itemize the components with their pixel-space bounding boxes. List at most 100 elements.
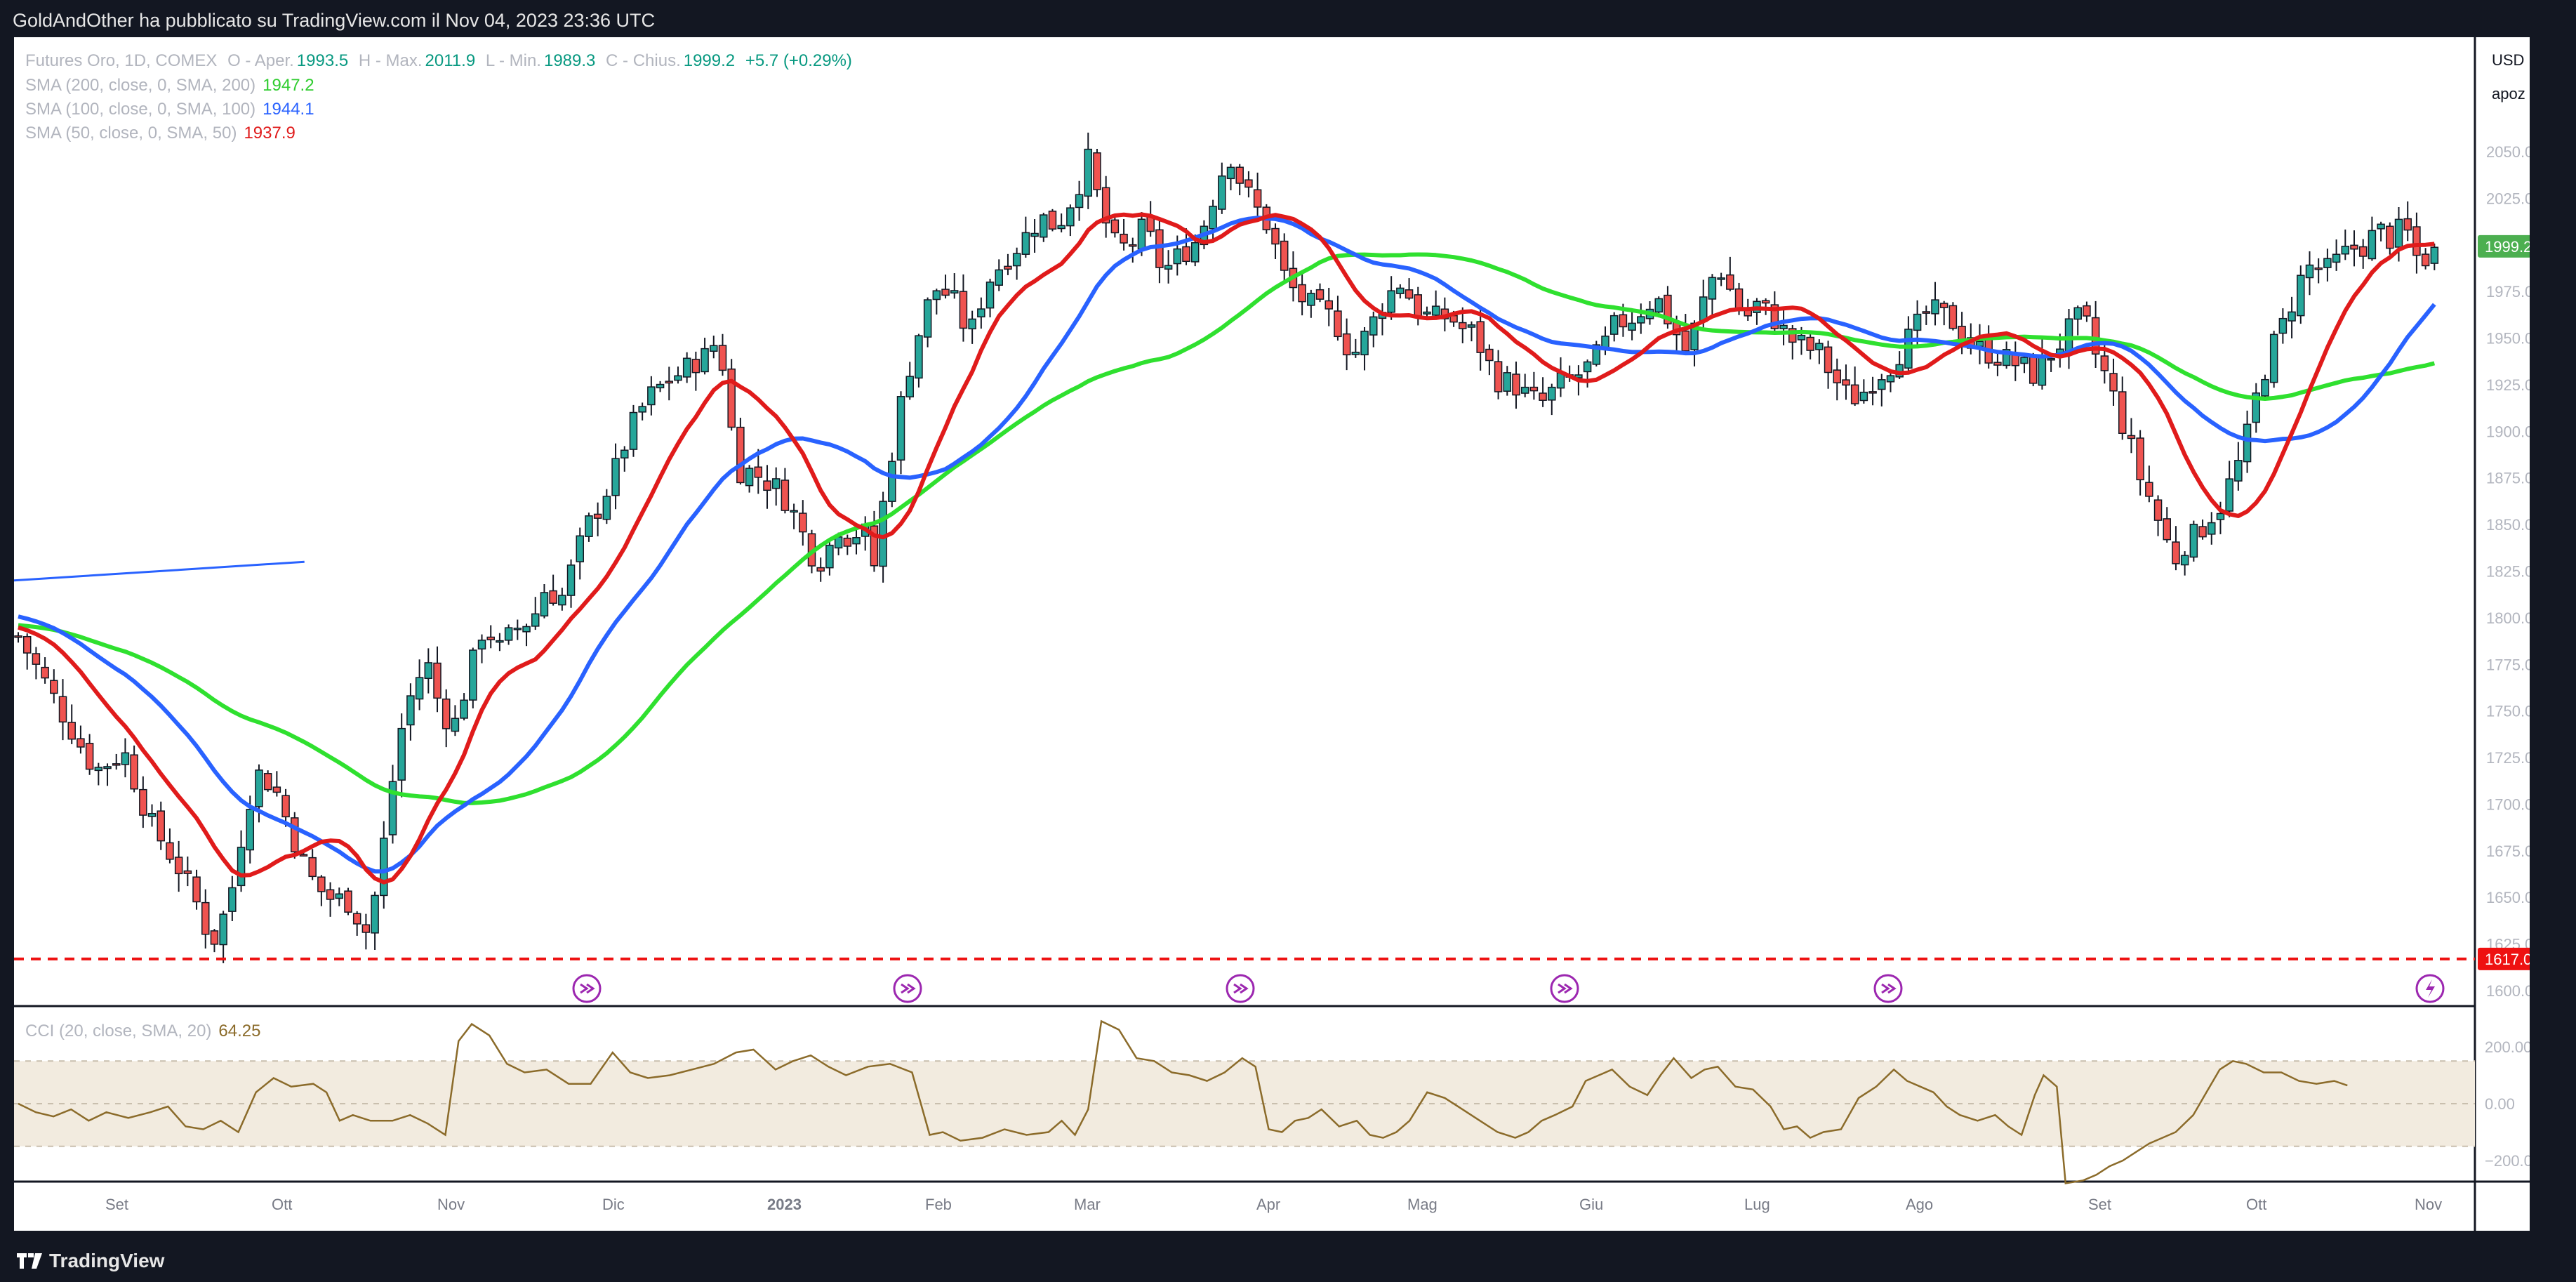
cci-line xyxy=(18,1019,2348,1184)
candle-body xyxy=(263,773,272,791)
lightning-icon[interactable] xyxy=(2415,974,2445,1003)
candle-body xyxy=(2216,513,2225,520)
y-tick-label: 1725.0 xyxy=(2486,749,2530,767)
x-tick-label: Feb xyxy=(925,1196,952,1213)
candle-body xyxy=(1110,219,1120,234)
candle-body xyxy=(1788,328,1797,343)
legend-sma100[interactable]: SMA (100, close, 0, SMA, 100) 1944.1 xyxy=(25,100,314,119)
cci-band xyxy=(14,1061,2475,1146)
candle-body xyxy=(2225,478,2233,512)
event-icon-glyph xyxy=(2426,979,2435,998)
cci-tick-label: 200.00 xyxy=(2485,1038,2530,1056)
candle-body xyxy=(1931,299,1939,315)
candle-body xyxy=(2002,349,2011,366)
support-price-tag-bg xyxy=(2478,947,2530,970)
candle-body xyxy=(1654,298,1663,313)
candle-body xyxy=(67,722,76,740)
candle-body xyxy=(1993,362,2002,366)
candle-body xyxy=(174,857,183,875)
candle-body xyxy=(2118,391,2127,434)
candle-body xyxy=(237,847,246,887)
candle-body xyxy=(2269,333,2278,383)
currency-button[interactable]: USD xyxy=(2492,51,2525,69)
candle-body xyxy=(255,769,263,807)
y-tick-label: 1650.0 xyxy=(2486,889,2530,906)
candle-body xyxy=(1414,294,1423,317)
y-tick-label: 1800.0 xyxy=(2486,609,2530,627)
candle-body xyxy=(754,466,763,478)
tradingview-logo-icon xyxy=(17,1253,42,1269)
event-icon-glyph xyxy=(901,983,916,994)
dividend-arrow-icon[interactable] xyxy=(893,974,922,1003)
candle-body xyxy=(522,626,531,633)
candle-body xyxy=(1815,343,1824,350)
candle-body xyxy=(2189,524,2198,558)
x-tick-label: Ott xyxy=(2246,1196,2266,1213)
candle-body xyxy=(228,887,237,912)
dividend-arrow-icon[interactable] xyxy=(1873,974,1903,1003)
y-tick-label: 1875.0 xyxy=(2486,470,2530,487)
candle-body xyxy=(14,635,22,638)
candle-body xyxy=(1539,392,1547,401)
candle-body xyxy=(549,590,557,604)
candle-body xyxy=(415,677,424,700)
candle-body xyxy=(2145,482,2153,497)
candle-body xyxy=(2394,218,2403,248)
candle-body xyxy=(147,812,157,817)
event-icon-glyph xyxy=(1881,983,1897,994)
candle-body xyxy=(1093,152,1101,190)
candle-body xyxy=(1155,229,1164,268)
candle-body xyxy=(2288,311,2296,322)
legend-low-label: L - Min. xyxy=(485,51,541,70)
y-tick-label: 2025.0 xyxy=(2486,190,2530,207)
candle-body xyxy=(1396,287,1405,294)
candle-body xyxy=(985,282,995,309)
chart-frame[interactable]: 2050.0 2025.0 1975.0 1950.0 1925.0 1900.0 1875… xyxy=(14,37,2530,1231)
legend-high-label: H - Max. xyxy=(358,51,423,70)
candle-body xyxy=(763,480,771,491)
dividend-arrow-icon[interactable] xyxy=(1226,974,1255,1003)
candle-body xyxy=(1315,289,1324,300)
y-tick-label: 1950.0 xyxy=(2486,330,2530,348)
candle-body xyxy=(2403,218,2412,231)
candle-body xyxy=(950,290,959,294)
candle-body xyxy=(915,335,923,379)
event-markers[interactable] xyxy=(572,974,2445,1003)
x-tick-label: Set xyxy=(2088,1196,2111,1213)
y-tick-label: 1700.0 xyxy=(2486,795,2530,813)
candle-body xyxy=(977,308,985,318)
sma100-line xyxy=(18,216,2436,874)
candle-body xyxy=(540,592,549,617)
candle-body xyxy=(424,662,433,679)
candle-body xyxy=(745,468,754,487)
legend-sma200[interactable]: SMA (200, close, 0, SMA, 200) 1947.2 xyxy=(25,76,314,95)
candle-body xyxy=(1164,265,1173,270)
chart-canvas[interactable]: 2050.0 2025.0 1975.0 1950.0 1925.0 1900.0 1875… xyxy=(14,37,2530,1231)
cci-tick-label: 0.00 xyxy=(2485,1095,2515,1113)
candle-body xyxy=(1886,375,1895,383)
candle-body xyxy=(1218,175,1226,210)
candle-body xyxy=(576,535,584,562)
candle-body xyxy=(2368,230,2377,260)
candle-body xyxy=(94,767,103,772)
candle-body xyxy=(2020,357,2029,364)
legend-change: +5.7 (+0.29%) xyxy=(745,51,852,70)
legend-open-label: O - Aper. xyxy=(227,51,294,70)
candle-body xyxy=(1761,300,1770,304)
legend-sma50[interactable]: SMA (50, close, 0, SMA, 50) 1937.9 xyxy=(25,124,296,143)
candle-body xyxy=(566,564,576,596)
dividend-arrow-icon[interactable] xyxy=(572,974,602,1003)
scale-mode-button[interactable]: apoz xyxy=(2492,85,2525,103)
candle-body xyxy=(1129,244,1137,247)
legend-title: Futures Oro, 1D, COMEX xyxy=(25,51,218,70)
x-tick-label: Nov xyxy=(437,1196,465,1213)
candle-body xyxy=(486,636,495,640)
candle-body xyxy=(2243,423,2252,463)
legend-cci[interactable]: CCI (20, close, SMA, 20) 64.25 xyxy=(25,1022,260,1041)
candle-body xyxy=(1583,361,1592,373)
candle-body xyxy=(2172,541,2180,564)
candle-body xyxy=(1387,290,1395,313)
dividend-arrow-icon[interactable] xyxy=(1550,974,1579,1003)
candle-body xyxy=(1859,391,1868,402)
legend-main: Futures Oro, 1D, COMEX O - Aper. 1993.5 H… xyxy=(25,51,852,71)
